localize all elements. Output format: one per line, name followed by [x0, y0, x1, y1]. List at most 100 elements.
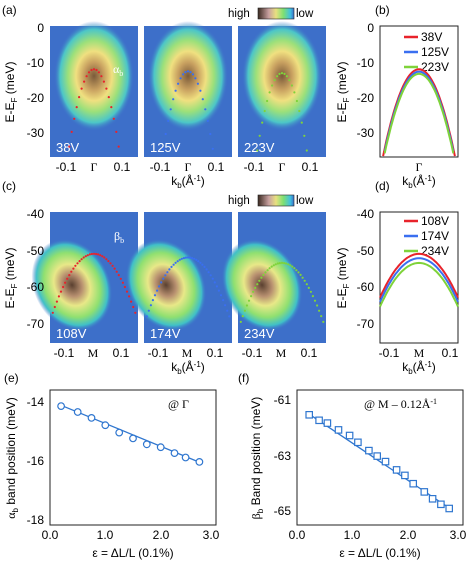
band-dot [182, 257, 185, 260]
x-axis-label-unit: (Å [182, 173, 194, 188]
y-axis-label-f: βb Band position (meV) [249, 397, 265, 520]
band-dot [182, 73, 185, 76]
y-tick-label: -60 [27, 280, 45, 294]
data-point [195, 458, 204, 466]
band-dot [209, 274, 212, 277]
band-dot [290, 84, 293, 87]
band-dot [169, 108, 172, 111]
band-dot [278, 72, 281, 75]
band-dot [92, 68, 96, 71]
x-tick-label: M [414, 346, 425, 360]
band-dot [258, 279, 261, 282]
band-dot [266, 99, 269, 103]
band-dot [84, 255, 87, 258]
band-dot [318, 309, 321, 312]
y-axis-label-sub: F [342, 97, 351, 102]
data-point [156, 443, 165, 452]
band-dot [276, 262, 279, 265]
x-axis-label-e: ε = ΔL/L (0.1%) [92, 546, 173, 560]
data-point [170, 449, 179, 458]
y-axis-label-d: E-EF (meV) [335, 248, 351, 309]
x-tick-label: Γ [416, 160, 423, 174]
x-tick-label: 1.0 [97, 528, 114, 542]
band-dot [184, 256, 187, 259]
band-dot [241, 315, 244, 318]
y-axis-label-unit: (meV) [335, 62, 349, 98]
data-point [305, 411, 314, 419]
band-dot [99, 254, 102, 257]
voltage-label: 108V [56, 326, 87, 341]
panel-b: 38V 125V 223V 0 -10 -20 -30 E-EF (meV) Γ… [335, 21, 459, 190]
x-tick-label: 0.1 [113, 346, 130, 360]
band-dot [57, 295, 61, 298]
y-axis-label-symbol: α [4, 512, 18, 519]
y-axis-label-sub: F [10, 283, 19, 288]
band-dot [262, 273, 265, 276]
y-tick-label: -10 [357, 56, 375, 70]
intensity-glow [148, 21, 228, 131]
legend-label: 174V [421, 229, 449, 243]
band-dot [320, 315, 323, 318]
band-dot [172, 98, 175, 101]
band-dot [256, 149, 259, 152]
band-dot [194, 77, 197, 80]
y-tick-label: -40 [357, 207, 375, 221]
band-dot [178, 258, 181, 261]
band-dot [196, 82, 199, 85]
data-point [87, 414, 96, 422]
band-label-beta: βb [114, 229, 124, 245]
y-axis-label-c: E-EF (meV) [3, 248, 19, 309]
x-axis-label-main: k [171, 174, 178, 188]
intensity-glow [31, 239, 113, 331]
y-tick-label: -50 [357, 244, 375, 258]
band-dot [295, 99, 298, 103]
band-dot [264, 271, 267, 274]
band-dot [107, 96, 110, 99]
band-dot [78, 260, 81, 263]
band-dot [263, 109, 266, 113]
data-point [392, 466, 401, 474]
band-dot [247, 299, 251, 302]
voltage-label: 234V [244, 326, 275, 341]
band-dot [80, 87, 83, 90]
band-dot [145, 315, 148, 318]
x-axis-label-main: k [402, 174, 409, 188]
band-label-alpha: αb [113, 62, 123, 78]
x-tick-label: 2.0 [153, 528, 170, 542]
x-tick-label: M [182, 346, 193, 360]
y-tick-label: -60 [357, 280, 375, 294]
band-dot [53, 305, 56, 309]
band-dot [209, 132, 212, 136]
x-tick-label: -0.1 [54, 346, 75, 360]
series-line-234V [379, 261, 459, 308]
band-dot [51, 311, 54, 314]
band-dot [207, 271, 210, 274]
band-dot [280, 72, 284, 75]
y-axis-label-e: αb band position (meV) [4, 397, 20, 518]
band-dot [87, 71, 91, 74]
x-axis-label-sub: b [408, 367, 413, 376]
y-ticks-e: -14 -16 -18 [27, 395, 45, 527]
band-dot [268, 91, 271, 94]
x-ticks-a: -0.1 Γ 0.1 -0.1 Γ 0.1 -0.1 Γ 0.1 [56, 160, 319, 174]
band-dot [134, 311, 137, 314]
y-axis-label-rest: band position (meV) [4, 397, 18, 508]
x-tick-label: 0.1 [442, 346, 459, 360]
band-dot [291, 265, 294, 268]
x-axis-label-main: k [402, 360, 409, 374]
band-dot [189, 71, 192, 74]
y-axis-label-unit: (meV) [3, 248, 17, 284]
y-tick-label: 0 [367, 21, 374, 35]
band-dot [112, 117, 115, 120]
x-tick-label: 0.1 [208, 160, 225, 174]
band-dot [115, 130, 118, 133]
band-dot [186, 70, 190, 73]
band-dot [298, 109, 301, 113]
legend-label: 38V [421, 30, 442, 44]
band-dot [224, 304, 227, 307]
legend-d: 108V 174V 234V [404, 214, 449, 258]
x-tick-label: -0.1 [379, 346, 400, 360]
band-dot [311, 295, 314, 298]
x-tick-label: 0.1 [301, 346, 318, 360]
band-dot [158, 285, 161, 288]
